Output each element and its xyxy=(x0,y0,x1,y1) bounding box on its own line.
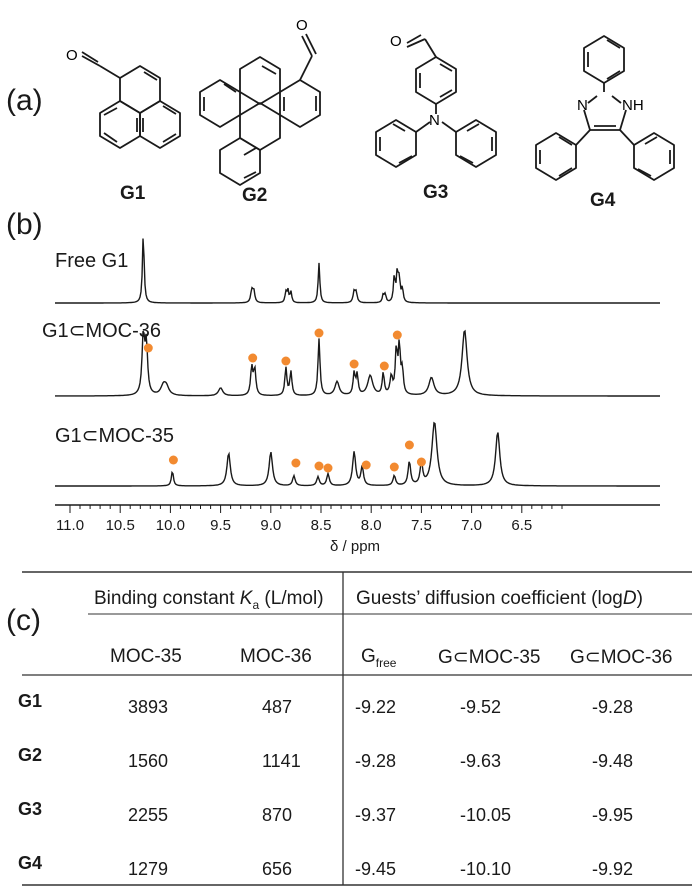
cell-logd-moc35: -10.05 xyxy=(460,805,512,825)
nmr-spectra: 11.0 10.5 10.0 9.5 9.0 8.5 8.0 7.5 7.0 6.5 xyxy=(55,238,660,534)
cell-logd-free: -9.37 xyxy=(355,805,397,825)
d-symbol: D xyxy=(622,588,637,609)
col-header-moc35: MOC-35 xyxy=(110,646,182,667)
ppm-tick-label: 8.0 xyxy=(361,517,382,534)
ppm-axis-title: δ / ppm xyxy=(330,538,381,555)
ka-subscript: a xyxy=(252,597,260,612)
oxygen-atom-g3: O xyxy=(390,33,402,50)
ppm-tick-label: 8.5 xyxy=(311,517,332,534)
signal-marker xyxy=(404,440,414,450)
col-header-g-moc35: G⊂MOC-35 xyxy=(438,647,541,668)
binding-constant-text: Binding constant xyxy=(94,588,240,609)
diffusion-close: ) xyxy=(636,588,643,609)
table-rules xyxy=(22,571,692,886)
cell-ka-moc36: 1141 xyxy=(262,751,301,771)
cell-ka-moc36: 656 xyxy=(262,859,293,879)
signal-marker xyxy=(349,359,359,369)
molecule-label-g1: G1 xyxy=(120,183,146,204)
panel-c-label: (c) xyxy=(6,604,41,637)
col-header-gfree: Gfree xyxy=(361,646,396,670)
signal-marker xyxy=(379,361,389,371)
signal-marker xyxy=(314,461,324,471)
nmr-trace-3 xyxy=(55,421,660,487)
molecule-g3 xyxy=(375,34,497,168)
molecule-g4 xyxy=(535,35,675,181)
ppm-tick-label: 9.0 xyxy=(260,517,281,534)
row-guest-label: G2 xyxy=(18,745,43,765)
gfree-main: G xyxy=(361,646,376,667)
molecule-label-g2: G2 xyxy=(242,185,268,206)
col-header-g-moc36: G⊂MOC-36 xyxy=(570,647,673,668)
trace-label-g1-moc35: G1⊂MOC-35 xyxy=(55,425,175,447)
cell-logd-moc36: -9.95 xyxy=(592,805,634,825)
molecule-label-g4: G4 xyxy=(590,190,616,211)
col-header-moc36: MOC-36 xyxy=(240,646,312,667)
row-guest-label: G3 xyxy=(18,799,43,819)
ppm-tick-label: 10.5 xyxy=(106,517,135,534)
nmr-trace-1 xyxy=(55,238,660,304)
cell-ka-moc35: 1279 xyxy=(128,859,169,879)
signal-marker xyxy=(389,462,399,472)
ppm-tick-label: 7.0 xyxy=(461,517,482,534)
cell-logd-free: -9.28 xyxy=(355,751,397,771)
panel-b-label: (b) xyxy=(6,208,43,241)
binding-constant-header: Binding constant Ka (L/mol) xyxy=(94,588,324,612)
molecule-g1 xyxy=(81,51,181,149)
trace-label-free-g1: Free G1 xyxy=(55,250,129,272)
molecule-label-g3: G3 xyxy=(423,182,449,203)
row-guest-label: G1 xyxy=(18,691,43,711)
ppm-tick-label: 9.5 xyxy=(210,517,231,534)
cell-ka-moc35: 1560 xyxy=(128,751,169,771)
oxygen-atom-g1: O xyxy=(66,47,78,64)
ka-unit: (L/mol) xyxy=(259,588,324,609)
signal-marker xyxy=(323,463,333,473)
row-guest-label: G4 xyxy=(18,853,43,873)
cell-ka-moc36: 870 xyxy=(262,805,293,825)
cell-logd-moc36: -9.92 xyxy=(592,859,634,879)
ppm-tick-label: 6.5 xyxy=(511,517,532,534)
nmr-trace-2 xyxy=(55,329,660,397)
cell-logd-moc35: -9.63 xyxy=(460,751,502,771)
nh-group-g4: NH xyxy=(622,97,644,114)
nitrogen-atom-g3: N xyxy=(429,112,440,129)
ppm-tick-label: 10.0 xyxy=(156,517,185,534)
cell-logd-moc36: -9.28 xyxy=(592,697,634,717)
nitrogen-atom-g4: N xyxy=(577,97,588,114)
signal-marker xyxy=(143,343,153,353)
cell-logd-free: -9.45 xyxy=(355,859,397,879)
molecule-structures: O O O N N NH xyxy=(66,17,675,186)
molecule-g2 xyxy=(199,33,321,186)
signal-marker xyxy=(416,457,426,467)
signal-marker xyxy=(281,356,291,366)
cell-ka-moc35: 2255 xyxy=(128,805,169,825)
ka-symbol: K xyxy=(239,588,253,609)
diffusion-text: Guests’ diffusion coefficient (log xyxy=(356,588,623,609)
cell-logd-free: -9.22 xyxy=(355,697,397,717)
signal-marker xyxy=(291,458,301,468)
cell-logd-moc35: -9.52 xyxy=(460,697,502,717)
ppm-tick-label: 11.0 xyxy=(56,517,84,534)
ppm-tick-label: 7.5 xyxy=(411,517,432,534)
panel-a-label: (a) xyxy=(6,84,43,117)
signal-marker xyxy=(168,455,178,465)
signal-marker xyxy=(392,330,402,340)
cell-logd-moc35: -10.10 xyxy=(460,859,512,879)
oxygen-atom-g2: O xyxy=(296,17,308,34)
signal-marker xyxy=(361,460,371,470)
cell-ka-moc36: 487 xyxy=(262,697,293,717)
cell-logd-moc36: -9.48 xyxy=(592,751,634,771)
diffusion-header: Guests’ diffusion coefficient (logD) xyxy=(356,588,643,610)
trace-label-g1-moc36: G1⊂MOC-36 xyxy=(42,320,162,342)
cell-ka-moc35: 3893 xyxy=(128,697,169,717)
gfree-subscript: free xyxy=(375,655,397,670)
signal-marker xyxy=(248,353,258,363)
signal-marker xyxy=(314,328,324,338)
